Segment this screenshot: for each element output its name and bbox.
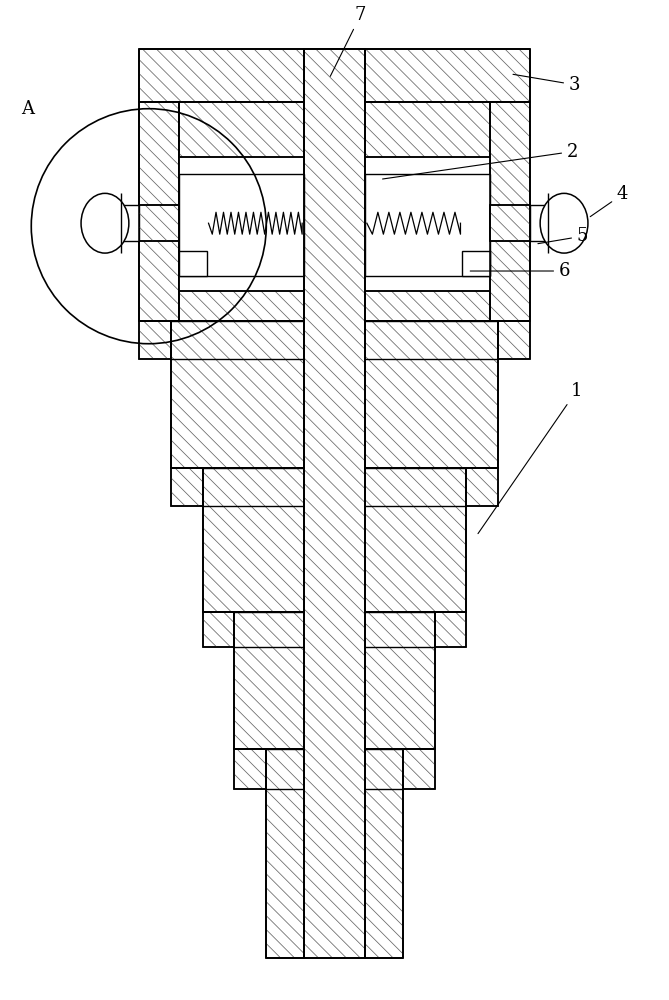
- Bar: [266, 749, 304, 958]
- Bar: [138, 49, 531, 102]
- Bar: [490, 205, 531, 241]
- Bar: [365, 468, 466, 612]
- Bar: [179, 102, 304, 321]
- Bar: [531, 205, 564, 241]
- Bar: [435, 612, 466, 647]
- Bar: [304, 49, 365, 958]
- Bar: [234, 612, 304, 749]
- Bar: [105, 205, 138, 241]
- Bar: [365, 174, 490, 276]
- Bar: [138, 102, 179, 321]
- Bar: [498, 321, 531, 359]
- Bar: [179, 102, 304, 321]
- Ellipse shape: [81, 193, 129, 253]
- Bar: [203, 468, 304, 612]
- Bar: [365, 612, 435, 749]
- Bar: [171, 321, 304, 468]
- Bar: [138, 205, 179, 241]
- Bar: [365, 102, 490, 321]
- Bar: [171, 468, 203, 506]
- Bar: [266, 749, 304, 958]
- Bar: [203, 612, 234, 647]
- Text: 6: 6: [470, 262, 571, 280]
- Bar: [403, 749, 435, 789]
- Bar: [498, 321, 531, 359]
- Text: 3: 3: [513, 74, 581, 94]
- Bar: [138, 102, 179, 321]
- Bar: [203, 468, 304, 612]
- Bar: [304, 49, 365, 958]
- Text: 5: 5: [538, 227, 588, 245]
- Bar: [234, 749, 266, 789]
- Text: 2: 2: [383, 143, 579, 179]
- Bar: [138, 205, 179, 241]
- Bar: [179, 174, 304, 276]
- Bar: [234, 612, 304, 749]
- Bar: [403, 749, 435, 789]
- Bar: [365, 749, 403, 958]
- Bar: [171, 468, 203, 506]
- Bar: [138, 49, 531, 102]
- Bar: [138, 321, 171, 359]
- Bar: [179, 157, 304, 291]
- Bar: [365, 612, 435, 749]
- Bar: [138, 321, 171, 359]
- Bar: [490, 205, 531, 241]
- Bar: [466, 468, 498, 506]
- Bar: [365, 749, 403, 958]
- Text: 1: 1: [478, 382, 583, 534]
- Bar: [365, 157, 490, 291]
- Bar: [365, 321, 498, 468]
- Bar: [435, 612, 466, 647]
- Text: A: A: [21, 100, 34, 118]
- Bar: [179, 251, 207, 276]
- Text: 4: 4: [590, 185, 628, 217]
- Text: 7: 7: [330, 6, 367, 76]
- Bar: [466, 468, 498, 506]
- Bar: [171, 321, 304, 468]
- Bar: [234, 749, 266, 789]
- Bar: [462, 251, 490, 276]
- Bar: [365, 321, 498, 468]
- Bar: [365, 102, 490, 321]
- Bar: [490, 102, 531, 321]
- Bar: [490, 102, 531, 321]
- Bar: [203, 612, 234, 647]
- Ellipse shape: [540, 193, 588, 253]
- Bar: [365, 468, 466, 612]
